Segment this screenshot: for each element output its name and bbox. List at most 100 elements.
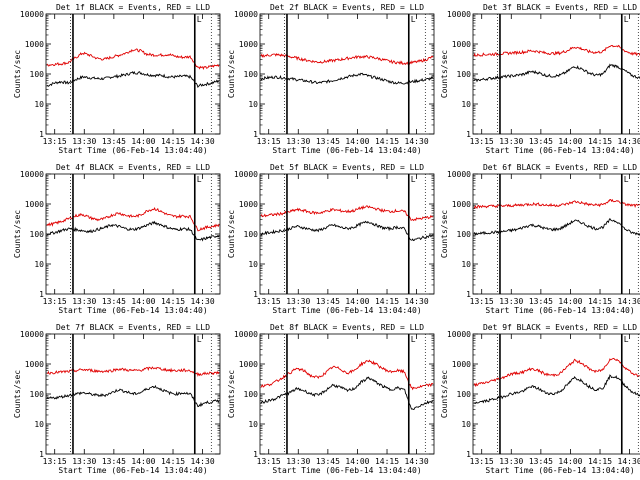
lld-series-line bbox=[46, 366, 220, 377]
panel-title: Det 9f BLACK = Events, RED = LLD bbox=[483, 323, 637, 332]
panel-title: Det 7f BLACK = Events, RED = LLD bbox=[56, 323, 210, 332]
x-tick-label: 13:45 bbox=[102, 457, 126, 466]
x-tick-label: 13:30 bbox=[72, 137, 96, 146]
chart-panel: Det 9f BLACK = Events, RED = LLD Counts/s… bbox=[440, 323, 640, 475]
x-tick-label: 14:00 bbox=[345, 297, 369, 306]
y-tick-label: 1000 bbox=[25, 40, 44, 49]
x-tick-label: 14:15 bbox=[588, 457, 612, 466]
y-tick-label: 10000 bbox=[234, 10, 258, 19]
x-tick-label: 13:45 bbox=[529, 457, 553, 466]
x-tick-label: 13:15 bbox=[470, 457, 494, 466]
lld-series-line bbox=[473, 357, 640, 388]
y-tick-label: 10 bbox=[34, 260, 44, 269]
x-axis-label: Start Time (06-Feb-14 13:04:40) bbox=[58, 466, 207, 475]
y-tick-label: 1000 bbox=[239, 40, 258, 49]
y-tick-label: 100 bbox=[457, 70, 472, 79]
lld-series-line bbox=[473, 198, 640, 209]
x-tick-label: 14:30 bbox=[618, 137, 640, 146]
y-tick-label: 10000 bbox=[20, 330, 44, 339]
y-tick-label: 10000 bbox=[447, 10, 471, 19]
x-tick-label: 13:15 bbox=[470, 137, 494, 146]
x-tick-label: 13:15 bbox=[257, 137, 281, 146]
x-tick-label: 13:45 bbox=[529, 297, 553, 306]
y-axis-label: Counts/sec bbox=[13, 370, 22, 418]
x-tick-label: 13:15 bbox=[470, 297, 494, 306]
events-series-line bbox=[46, 70, 220, 89]
x-tick-label: 13:45 bbox=[529, 137, 553, 146]
corner-mark: L bbox=[624, 15, 629, 24]
x-tick-label: 13:45 bbox=[102, 137, 126, 146]
x-tick-label: 13:30 bbox=[72, 297, 96, 306]
y-axis-label: Counts/sec bbox=[227, 210, 236, 258]
x-tick-label: 14:15 bbox=[375, 297, 399, 306]
y-tick-label: 1000 bbox=[239, 360, 258, 369]
y-tick-label: 100 bbox=[457, 230, 472, 239]
y-tick-label: 10000 bbox=[234, 330, 258, 339]
events-series-line bbox=[260, 376, 434, 411]
y-axis-label: Counts/sec bbox=[13, 210, 22, 258]
y-tick-label: 10 bbox=[248, 260, 258, 269]
panel-title: Det 3f BLACK = Events, RED = LLD bbox=[483, 3, 637, 12]
x-tick-label: 14:30 bbox=[191, 457, 215, 466]
chart-panel: Det 7f BLACK = Events, RED = LLD Counts/s… bbox=[13, 323, 221, 475]
y-tick-label: 100 bbox=[244, 70, 259, 79]
x-tick-label: 13:30 bbox=[72, 457, 96, 466]
y-tick-label: 1 bbox=[39, 130, 44, 139]
x-tick-label: 13:30 bbox=[286, 297, 310, 306]
y-tick-label: 1000 bbox=[25, 360, 44, 369]
x-tick-label: 14:15 bbox=[588, 137, 612, 146]
x-tick-label: 13:45 bbox=[316, 297, 340, 306]
x-tick-label: 14:30 bbox=[405, 457, 429, 466]
chart-panel: Det 5f BLACK = Events, RED = LLD Counts/s… bbox=[227, 163, 435, 315]
x-tick-label: 14:00 bbox=[131, 137, 155, 146]
x-axis-label: Start Time (06-Feb-14 13:04:40) bbox=[58, 306, 207, 315]
plot-frame bbox=[45, 333, 221, 455]
x-tick-label: 14:15 bbox=[375, 137, 399, 146]
events-series-line bbox=[260, 72, 434, 85]
chart-panel: Det 4f BLACK = Events, RED = LLD Counts/s… bbox=[13, 163, 221, 315]
x-tick-label: 14:00 bbox=[558, 137, 582, 146]
x-axis-label: Start Time (06-Feb-14 13:04:40) bbox=[485, 306, 634, 315]
y-tick-label: 1 bbox=[466, 130, 471, 139]
x-tick-label: 14:30 bbox=[191, 297, 215, 306]
x-tick-label: 14:15 bbox=[588, 297, 612, 306]
y-tick-label: 10000 bbox=[20, 170, 44, 179]
x-tick-label: 14:30 bbox=[191, 137, 215, 146]
y-tick-label: 1 bbox=[253, 290, 258, 299]
x-axis-label: Start Time (06-Feb-14 13:04:40) bbox=[272, 306, 421, 315]
corner-mark: L bbox=[624, 335, 629, 344]
x-tick-label: 14:30 bbox=[405, 297, 429, 306]
x-tick-label: 13:30 bbox=[286, 137, 310, 146]
y-tick-label: 10 bbox=[34, 420, 44, 429]
y-tick-label: 100 bbox=[457, 390, 472, 399]
events-series-line bbox=[46, 220, 220, 242]
lld-series-line bbox=[260, 359, 434, 391]
y-tick-label: 10 bbox=[248, 100, 258, 109]
plot-frame bbox=[472, 333, 640, 455]
y-tick-label: 1000 bbox=[25, 200, 44, 209]
y-tick-label: 10 bbox=[34, 100, 44, 109]
y-axis-label: Counts/sec bbox=[440, 50, 449, 98]
y-tick-label: 1 bbox=[39, 290, 44, 299]
lld-series-line bbox=[46, 48, 220, 71]
events-series-line bbox=[260, 220, 434, 242]
x-tick-label: 13:15 bbox=[43, 297, 67, 306]
corner-mark: L bbox=[197, 335, 202, 344]
x-tick-label: 14:30 bbox=[405, 137, 429, 146]
x-tick-label: 14:00 bbox=[558, 457, 582, 466]
panel-title: Det 4f BLACK = Events, RED = LLD bbox=[56, 163, 210, 172]
corner-mark: L bbox=[411, 175, 416, 184]
x-axis-label: Start Time (06-Feb-14 13:04:40) bbox=[272, 146, 421, 155]
y-axis-label: Counts/sec bbox=[227, 370, 236, 418]
x-tick-label: 13:45 bbox=[316, 457, 340, 466]
y-tick-label: 100 bbox=[30, 230, 45, 239]
corner-mark: L bbox=[411, 15, 416, 24]
x-axis-label: Start Time (06-Feb-14 13:04:40) bbox=[485, 146, 634, 155]
x-tick-label: 14:15 bbox=[161, 137, 185, 146]
y-tick-label: 1 bbox=[39, 450, 44, 459]
x-tick-label: 13:45 bbox=[316, 137, 340, 146]
y-tick-label: 1000 bbox=[239, 200, 258, 209]
y-tick-label: 10000 bbox=[20, 10, 44, 19]
corner-mark: L bbox=[624, 175, 629, 184]
x-tick-label: 14:00 bbox=[131, 297, 155, 306]
